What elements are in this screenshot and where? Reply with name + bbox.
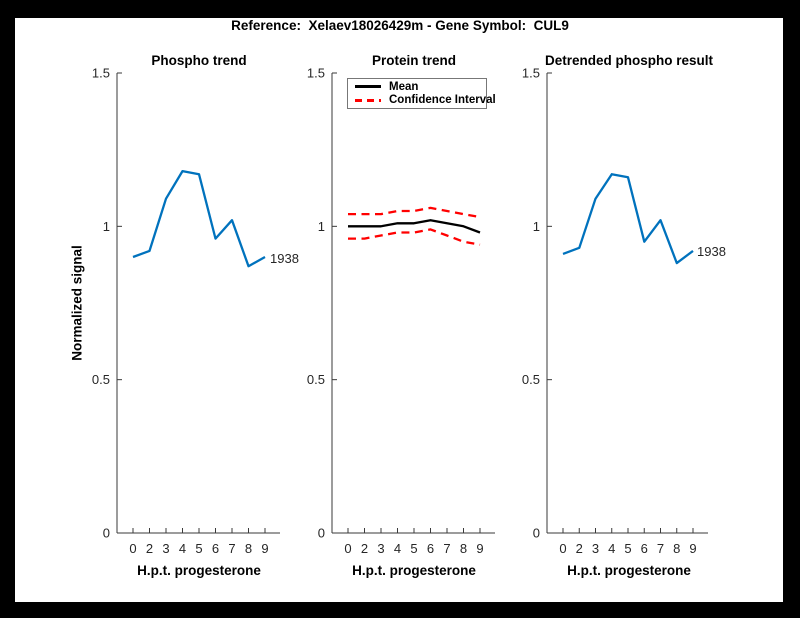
- svg-text:8: 8: [460, 541, 467, 556]
- svg-text:5: 5: [410, 541, 417, 556]
- svg-text:7: 7: [657, 541, 664, 556]
- svg-text:0: 0: [129, 541, 136, 556]
- svg-text:0.5: 0.5: [92, 372, 110, 387]
- subplot-2: 00.511.50 2 3 4 5 6 7 8 9: [522, 66, 708, 556]
- series-1938: [562, 173, 694, 265]
- series-end-label-phospho: 1938: [270, 251, 299, 266]
- svg-text:1.5: 1.5: [307, 66, 325, 81]
- x-axis-label-plot1: H.p.t. progesterone: [137, 563, 261, 578]
- svg-text:1.5: 1.5: [92, 66, 110, 81]
- svg-text:0.5: 0.5: [522, 372, 540, 387]
- subplot-title-detrended-phospho: Detrended phospho result: [544, 53, 714, 68]
- svg-text:0: 0: [533, 526, 540, 541]
- svg-text:1: 1: [533, 219, 540, 234]
- svg-text:0: 0: [559, 541, 566, 556]
- x-axis-label-plot3: H.p.t. progesterone: [567, 563, 691, 578]
- svg-text:4: 4: [394, 541, 401, 556]
- mean-line-sample-icon: [355, 85, 381, 88]
- series-1938: [132, 169, 266, 268]
- svg-text:3: 3: [162, 541, 169, 556]
- svg-text:9: 9: [261, 541, 268, 556]
- svg-text:5: 5: [624, 541, 631, 556]
- svg-text:7: 7: [228, 541, 235, 556]
- svg-text:6: 6: [212, 541, 219, 556]
- x-axis-label-plot2: H.p.t. progesterone: [352, 563, 476, 578]
- svg-text:5: 5: [195, 541, 202, 556]
- series-mean: [348, 219, 481, 234]
- svg-text:6: 6: [427, 541, 434, 556]
- legend-entry-mean: Mean: [355, 81, 486, 93]
- confidence-interval-line-sample-icon: [355, 99, 381, 102]
- svg-text:1: 1: [318, 219, 325, 234]
- legend-label-confidence-interval: Confidence Interval: [389, 94, 496, 107]
- svg-text:6: 6: [641, 541, 648, 556]
- svg-text:1: 1: [103, 219, 110, 234]
- svg-text:3: 3: [592, 541, 599, 556]
- svg-text:2: 2: [361, 541, 368, 556]
- svg-text:9: 9: [689, 541, 696, 556]
- series-end-label-detrended: 1938: [697, 244, 726, 259]
- svg-text:8: 8: [245, 541, 252, 556]
- figure-canvas: [15, 18, 783, 602]
- subplot-title-phospho-trend: Phospho trend: [151, 53, 247, 68]
- svg-text:8: 8: [673, 541, 680, 556]
- subplot-1: 00.511.50 2 3 4 5 6 7 8 9: [307, 66, 495, 556]
- legend-label-mean: Mean: [389, 80, 419, 93]
- legend-entry-confidence-interval: Confidence Interval: [355, 94, 496, 106]
- svg-text:0: 0: [318, 526, 325, 541]
- figure-title: Reference: Xelaev18026429m - Gene Symbol…: [231, 18, 569, 33]
- svg-text:0.5: 0.5: [307, 372, 325, 387]
- series-confidence-interval-lower: [348, 228, 481, 246]
- svg-text:7: 7: [443, 541, 450, 556]
- svg-text:0: 0: [103, 526, 110, 541]
- series-confidence-interval-upper: [348, 206, 481, 219]
- legend-box: Mean Confidence Interval: [347, 78, 496, 109]
- y-axis-label: Normalized signal: [69, 245, 85, 361]
- svg-text:4: 4: [179, 541, 186, 556]
- subplot-0: 00.511.50 2 3 4 5 6 7 8 9: [92, 66, 280, 556]
- svg-text:2: 2: [576, 541, 583, 556]
- svg-text:3: 3: [377, 541, 384, 556]
- svg-text:9: 9: [476, 541, 483, 556]
- svg-text:0: 0: [344, 541, 351, 556]
- svg-text:2: 2: [146, 541, 153, 556]
- svg-text:4: 4: [608, 541, 615, 556]
- subplot-title-protein-trend: Protein trend: [371, 53, 457, 68]
- svg-text:1.5: 1.5: [522, 66, 540, 81]
